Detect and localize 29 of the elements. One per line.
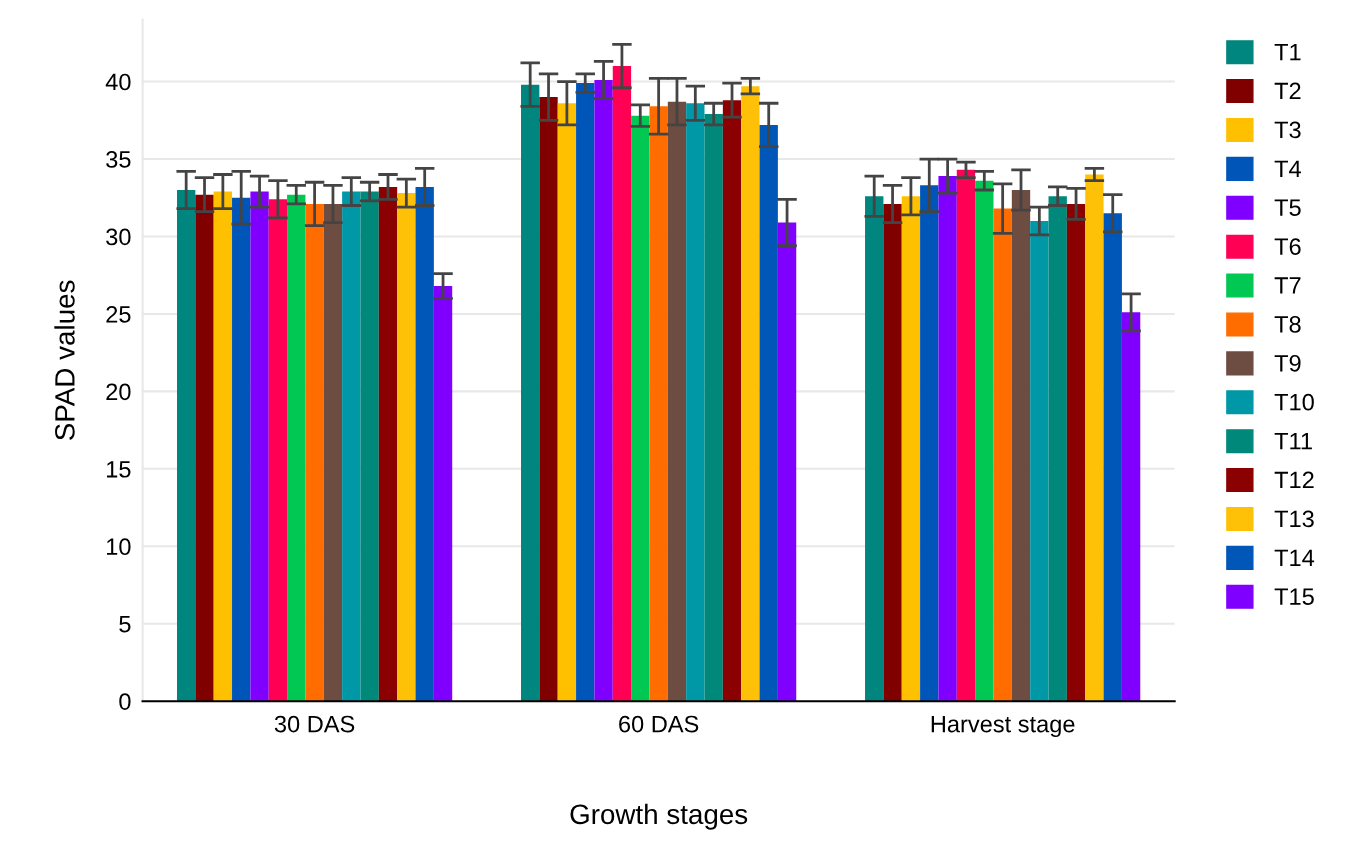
legend-label: T1 — [1274, 43, 1301, 61]
legend-label: T13 — [1274, 510, 1314, 528]
y-tick-label: 15 — [107, 461, 131, 478]
legend-label: T6 — [1274, 238, 1301, 255]
y-tick-label: 30 — [106, 228, 131, 246]
legend-label: T2 — [1274, 82, 1301, 100]
legend-label: T14 — [1274, 549, 1315, 566]
y-tick-label: 25 — [106, 305, 131, 323]
y-tick-label: 20 — [106, 383, 131, 401]
y-tick-label: 0 — [119, 693, 131, 710]
y-tick-label: 10 — [107, 538, 131, 556]
x-axis-title: Growth stages — [570, 803, 748, 830]
legend-label: T4 — [1274, 160, 1301, 177]
x-tick-label: Harvest stage — [931, 715, 1075, 738]
legend-label: T10 — [1274, 393, 1314, 411]
legend-label: T11 — [1274, 432, 1312, 450]
legend-label: T7 — [1274, 277, 1301, 294]
legend-label: T12 — [1274, 471, 1314, 489]
legend-label: T9 — [1274, 354, 1301, 372]
y-tick-label: 5 — [119, 616, 131, 633]
x-tick-label: 60 DAS — [619, 715, 699, 733]
legend-label: T3 — [1274, 121, 1301, 139]
legend-label: T8 — [1274, 316, 1301, 333]
y-axis-title: SPAD values — [54, 280, 75, 440]
legend-label: T15 — [1274, 588, 1314, 606]
legend-label: T5 — [1274, 199, 1301, 217]
x-tick-label: 30 DAS — [274, 715, 355, 733]
y-tick-label: 35 — [106, 151, 131, 168]
y-tick-label: 40 — [105, 73, 131, 91]
